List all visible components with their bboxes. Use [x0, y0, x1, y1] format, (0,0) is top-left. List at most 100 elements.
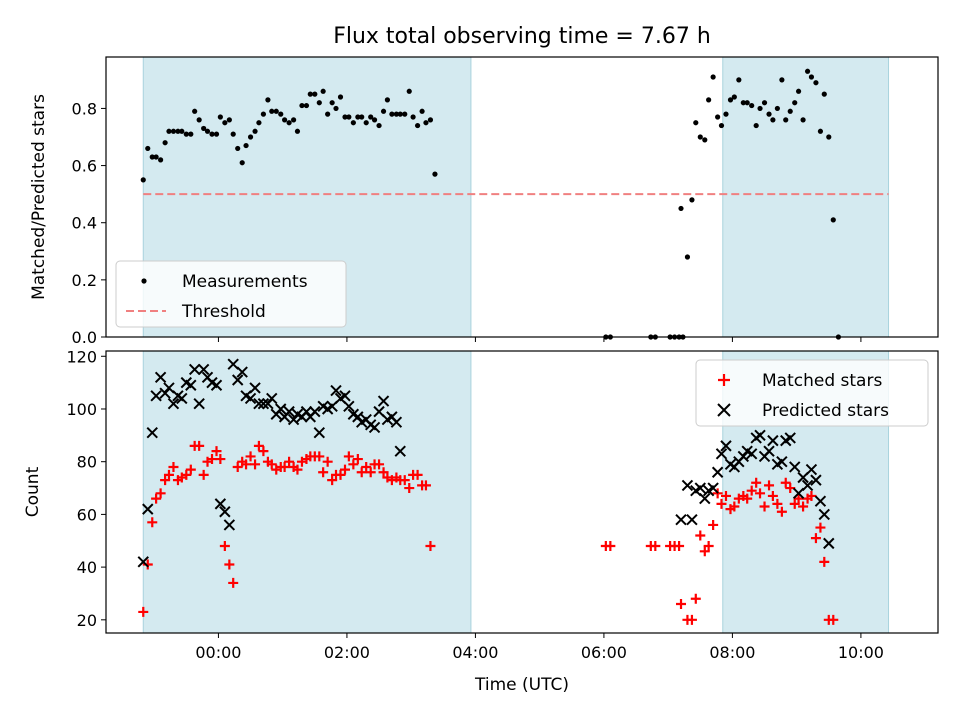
matched-star-marker: [181, 469, 192, 480]
matched-star-marker: [279, 461, 290, 472]
measurement-point: [342, 114, 348, 120]
matched-star-marker: [764, 480, 775, 491]
predicted-star-marker: [219, 506, 231, 518]
measurement-point: [678, 205, 684, 212]
measurement-point: [384, 97, 391, 103]
matched-star-marker: [699, 546, 710, 557]
measurement-point: [260, 111, 267, 117]
matched-star-marker: [708, 519, 719, 530]
legend-label: Measurements: [182, 272, 308, 292]
measurement-point: [355, 114, 361, 120]
measurement-point: [188, 131, 194, 137]
measurement-point: [192, 108, 198, 114]
predicted-star-marker: [394, 445, 406, 457]
measurement-point: [727, 97, 734, 103]
bottom-panel: 20 40 60 80 100 120 00:00 02:00 04:00 06:00 08:00 1…: [66, 347, 939, 662]
matched-star-marker: [729, 501, 740, 512]
matched-star-marker: [720, 490, 731, 501]
y-tick-label: 120: [66, 347, 97, 366]
matched-star-marker: [742, 493, 753, 504]
predicted-star-marker: [266, 392, 278, 405]
matched-star-marker: [352, 454, 363, 465]
matched-star-marker: [412, 469, 423, 480]
predicted-star-marker: [163, 382, 175, 394]
predicted-star-marker: [150, 390, 162, 402]
predicted-star-marker: [737, 450, 750, 463]
measurement-point: [830, 217, 836, 223]
matched-star-marker: [404, 483, 415, 494]
bottom-y-axis-label: Count: [23, 466, 43, 517]
legend-predicted-swatch: [717, 403, 731, 417]
measurement-point: [239, 160, 245, 166]
legend-label: Matched stars: [762, 371, 882, 391]
measurement-point: [346, 114, 352, 120]
measurement-point: [265, 97, 271, 103]
predicted-star-marker: [159, 387, 171, 399]
predicted-star-marker: [257, 398, 270, 410]
measurement-point: [736, 77, 742, 83]
matched-star-marker: [374, 459, 385, 470]
predicted-star-marker: [776, 455, 788, 468]
matched-star-marker: [147, 517, 158, 528]
measurement-point: [774, 105, 780, 112]
matched-star-marker: [292, 464, 303, 475]
predicted-star-marker: [767, 434, 779, 447]
matched-star-marker: [716, 498, 727, 509]
measurement-point: [158, 157, 164, 163]
y-tick-label: 100: [66, 400, 97, 419]
predicted-star-marker: [244, 392, 257, 405]
y-tick-label: 80: [77, 453, 97, 472]
measurement-point: [256, 120, 262, 126]
matched-star-marker: [284, 456, 295, 467]
matched-star-marker: [241, 459, 252, 470]
matched-star-marker: [194, 440, 205, 451]
predicted-star-marker: [377, 395, 390, 407]
predicted-star-marker: [197, 363, 210, 376]
measurement-point: [209, 131, 215, 137]
measurement-point: [299, 102, 305, 109]
measurement-point: [808, 74, 815, 80]
matched-star-marker: [318, 467, 329, 478]
predicted-star-marker: [390, 416, 403, 428]
measurement-point: [312, 91, 318, 97]
matched-star-marker: [253, 440, 264, 451]
measurement-point: [753, 122, 759, 129]
legend-box: [695, 359, 929, 427]
measurement-point: [723, 111, 729, 117]
predicted-star-marker: [142, 503, 154, 515]
matched-star-marker: [365, 467, 376, 478]
predicted-star-marker: [699, 492, 711, 505]
measurement-point: [166, 128, 172, 134]
measurement-point: [817, 128, 824, 134]
predicted-star-marker: [754, 429, 766, 442]
measurement-point: [217, 114, 223, 120]
matched-star-marker: [224, 559, 235, 570]
matched-star-marker: [815, 522, 826, 533]
matched-star-marker: [314, 451, 325, 462]
measurement-point: [226, 117, 232, 123]
y-tick-label: 20: [77, 611, 97, 630]
measurement-point: [183, 131, 189, 137]
legend-measurement-swatch: [141, 278, 147, 284]
predicted-star-marker: [300, 405, 313, 418]
y-tick-label: 0.0: [72, 328, 97, 347]
matched-star-marker: [751, 477, 762, 488]
measurement-point: [744, 100, 750, 106]
predicted-star-marker: [343, 400, 355, 413]
predicted-star-marker: [193, 398, 205, 410]
y-tick-label: 40: [77, 558, 97, 577]
y-tick-label: 60: [77, 505, 97, 524]
measurement-point: [303, 102, 310, 109]
predicted-star-marker: [137, 556, 149, 568]
measurement-point: [368, 114, 374, 120]
predicted-star-marker: [339, 390, 351, 402]
matched-star-marker: [266, 459, 277, 470]
top-y-axis-label: Matched/Predicted stars: [29, 94, 49, 300]
matched-star-marker: [348, 459, 359, 470]
measurement-point: [363, 120, 369, 126]
measurement-point: [230, 131, 236, 137]
measurement-point: [766, 111, 772, 117]
matched-star-marker: [142, 559, 153, 570]
matched-star-marker: [228, 577, 239, 588]
measurement-point: [213, 131, 220, 137]
